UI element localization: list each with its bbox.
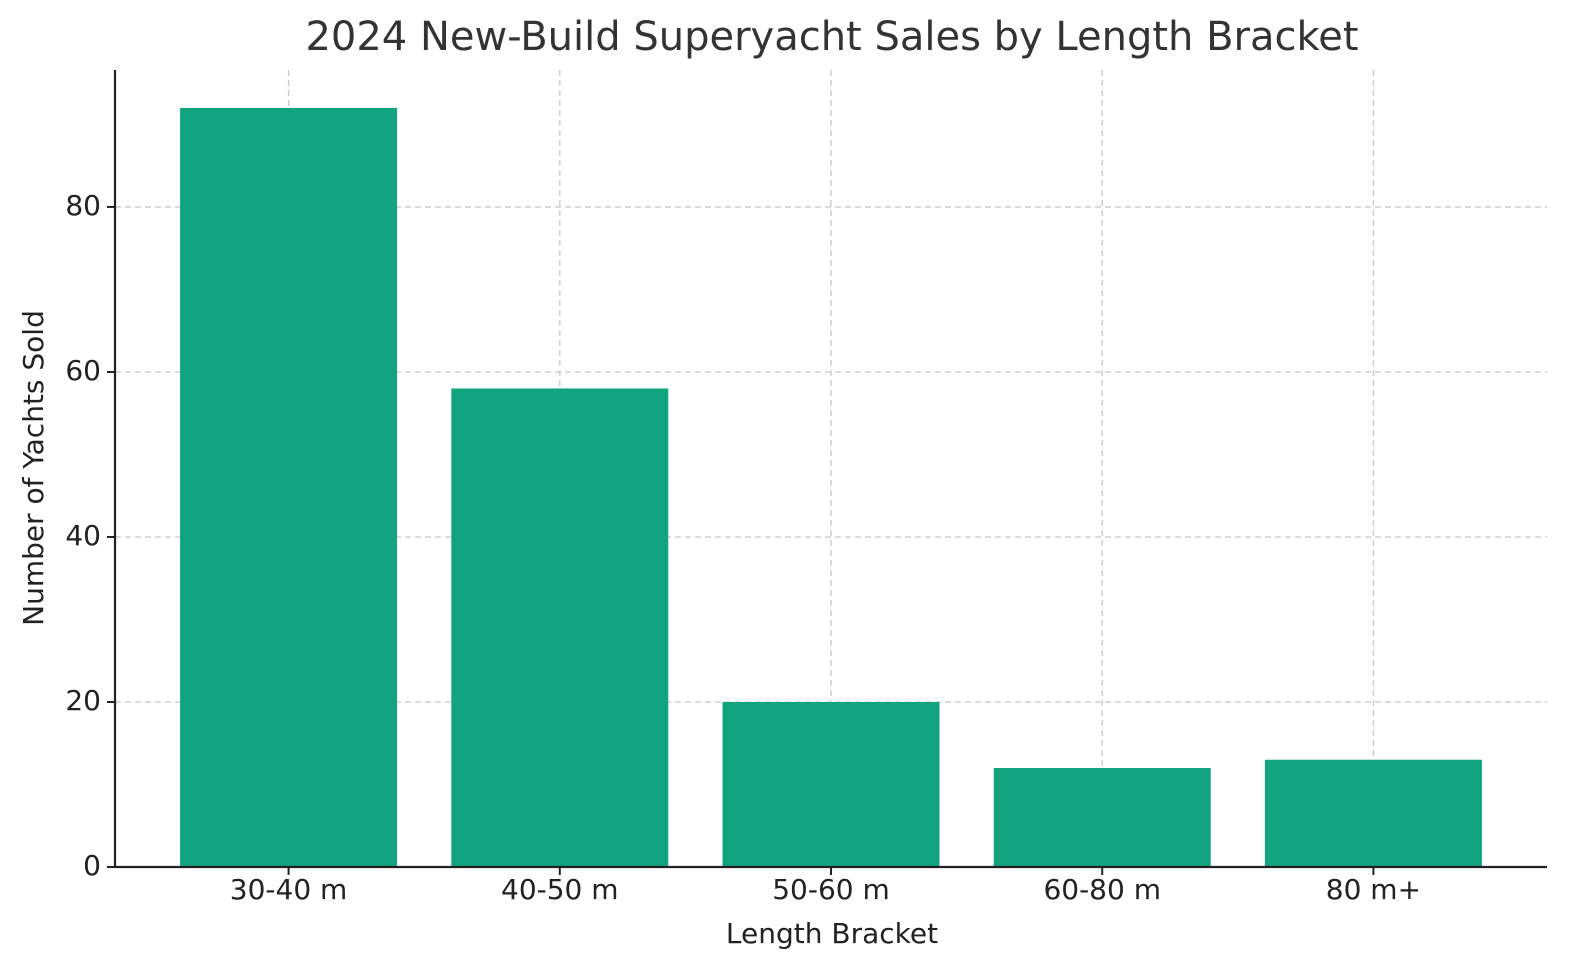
x-tick-label: 40-50 m <box>501 873 619 906</box>
bar <box>1264 759 1482 867</box>
x-tick-label: 80 m+ <box>1326 873 1421 906</box>
x-tick-label: 50-60 m <box>772 873 890 906</box>
axes: 0 20 40 60 80 30-40 m 40-50 m 50-60 m 60-80 m 80 … <box>65 70 1547 906</box>
y-tick-label: 60 <box>65 354 101 387</box>
bars <box>180 107 1482 867</box>
x-axis-label: Length Bracket <box>726 917 938 950</box>
y-tick-label: 0 <box>83 849 101 882</box>
bar <box>180 107 398 867</box>
y-tick-label: 20 <box>65 684 101 717</box>
bar <box>993 767 1211 867</box>
x-tick-label: 30-40 m <box>230 873 348 906</box>
y-tick-label: 40 <box>65 519 101 552</box>
bar <box>451 388 669 867</box>
x-tick-label: 60-80 m <box>1043 873 1161 906</box>
chart-title: 2024 New-Build Superyacht Sales by Lengt… <box>305 14 1358 60</box>
y-axis-label: Number of Yachts Sold <box>17 310 50 626</box>
y-tick-label: 80 <box>65 189 101 222</box>
bar <box>722 701 940 867</box>
